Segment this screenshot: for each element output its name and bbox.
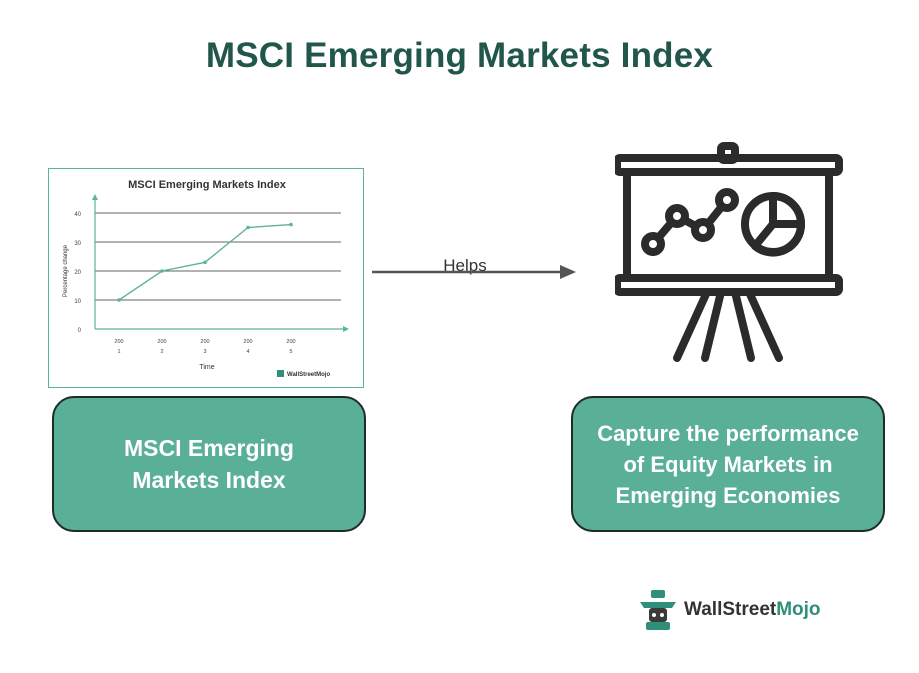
brand-name-part2: Mojo (776, 599, 821, 620)
x-axis-label: Time (199, 364, 214, 371)
y-tick-label: 40 (74, 212, 81, 218)
presentation-board-icon (615, 142, 843, 362)
data-point (246, 225, 250, 230)
chart-thumbnail: MSCI Emerging Markets Index 0 10 20 30 40 200 1… (48, 168, 364, 388)
y-tick-label: 20 (74, 270, 81, 276)
brand-name-part1: WallStreet (684, 599, 777, 620)
y-tick-label: 10 (74, 299, 81, 305)
chart-watermark: WallStreetMojo (287, 372, 330, 378)
data-point (117, 298, 121, 302)
data-point (160, 269, 164, 273)
purpose-box-text: Capture the performance of Equity Market… (597, 420, 859, 508)
x-tick-label: 200 (200, 339, 209, 345)
chart-title: MSCI Emerging Markets Index (128, 179, 287, 191)
index-box: MSCI Emerging Markets Index (52, 396, 366, 532)
brand-name: WallStreetMojo (684, 599, 821, 621)
wallstreetmojo-logo-icon (640, 590, 676, 630)
x-tick-label: 2 (160, 349, 163, 355)
brand-logo: WallStreetMojo (636, 588, 821, 632)
connector-label: Helps (443, 256, 487, 275)
index-box-text: MSCI Emerging Markets Index (124, 435, 294, 493)
data-point (289, 222, 293, 227)
watermark-icon (277, 370, 284, 377)
page-title: MSCI Emerging Markets Index (205, 36, 714, 75)
line-chart: MSCI Emerging Markets Index 0 10 20 30 40 200 1… (63, 179, 349, 378)
x-axis-arrow (343, 326, 349, 332)
y-tick-label: 30 (74, 241, 81, 247)
x-tick-label: 3 (203, 349, 206, 355)
x-tick-label: 4 (246, 349, 249, 355)
y-axis-label: Percentage change (63, 244, 69, 297)
arrow-right-icon (372, 265, 576, 279)
x-tick-label: 200 (114, 339, 123, 345)
purpose-box: Capture the performance of Equity Market… (571, 396, 885, 532)
x-tick-label: 200 (286, 339, 295, 345)
data-point (203, 260, 207, 265)
y-axis-arrow (92, 194, 98, 200)
x-tick-label: 200 (157, 339, 166, 345)
x-tick-label: 200 (243, 339, 252, 345)
x-tick-label: 1 (117, 349, 120, 355)
x-tick-label: 5 (289, 349, 292, 355)
y-tick-label: 0 (78, 328, 82, 334)
